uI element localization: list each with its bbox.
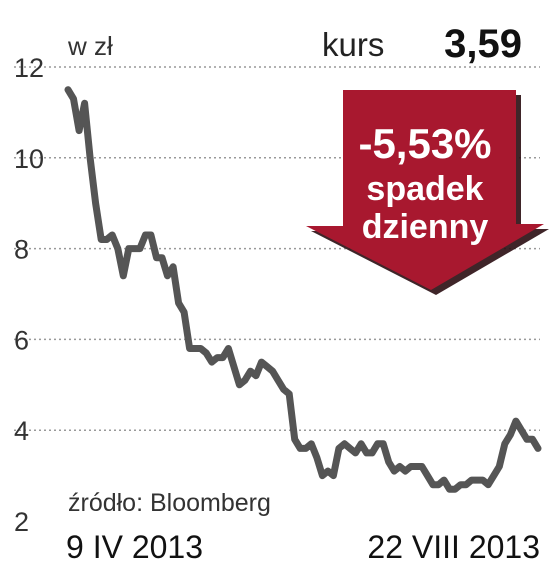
price-series-line	[64, 86, 542, 493]
y-tick-label: 10	[14, 144, 44, 174]
down-arrow-icon	[306, 90, 544, 290]
x-axis-start-label: 9 IV 2013	[66, 529, 203, 565]
y-tick-label: 2	[14, 507, 29, 537]
daily-change-badge: -5,53% spadek dzienny	[306, 90, 549, 295]
y-axis-ticks: 12 10 8 6 4 2	[14, 53, 44, 537]
unit-label: w zł	[67, 31, 113, 61]
price-value: 3,59	[444, 22, 522, 66]
change-percent: -5,53%	[358, 120, 491, 167]
y-tick-label: 6	[14, 325, 29, 355]
y-tick-label: 8	[14, 235, 29, 265]
change-label-line1: spadek	[366, 170, 483, 208]
price-label: kurs	[322, 26, 384, 63]
source-label: źródło: Bloomberg	[68, 489, 271, 517]
y-tick-label: 12	[14, 53, 44, 83]
y-tick-label: 4	[14, 416, 29, 446]
x-axis-end-label: 22 VIII 2013	[367, 529, 540, 565]
change-label-line2: dzienny	[362, 208, 489, 246]
